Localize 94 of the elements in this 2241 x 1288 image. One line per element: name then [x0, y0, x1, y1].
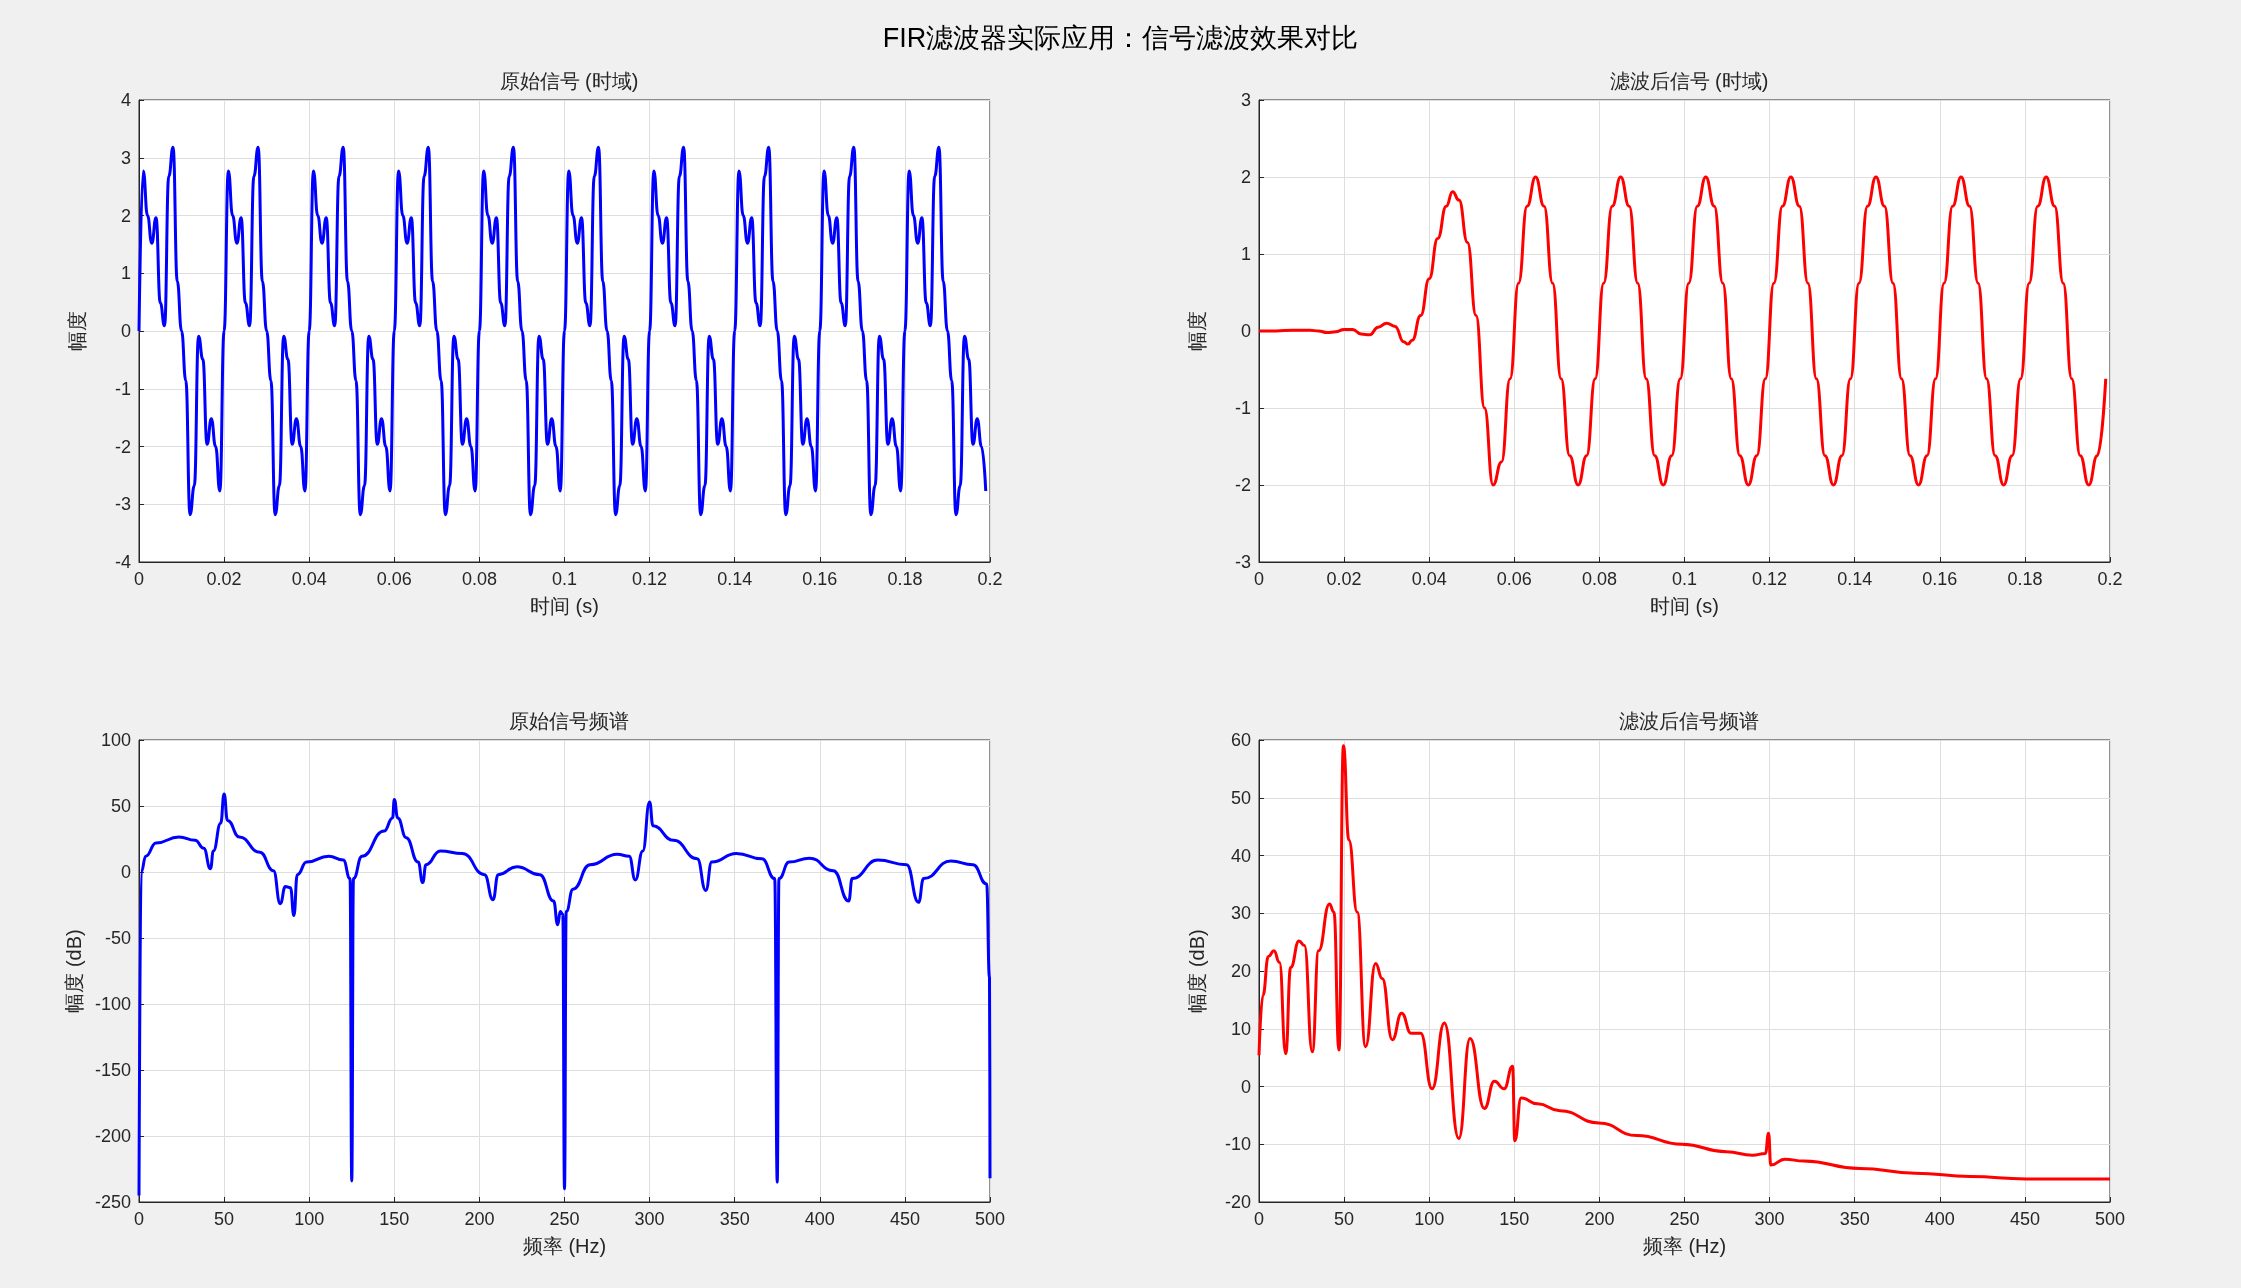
- y-tick-label: 2: [1240, 167, 1251, 187]
- x-tick-label: 200: [1584, 1209, 1615, 1229]
- y-tick-label: 100: [100, 730, 131, 750]
- x-tick-label: 0.06: [1496, 569, 1532, 589]
- line-series: [137, 792, 992, 1197]
- x-tick-label: 0.1: [1671, 569, 1698, 589]
- y-tick-label: -4: [114, 552, 131, 572]
- y-axis-title: 幅度 (dB): [1186, 929, 1208, 1013]
- x-tick-label: 150: [1499, 1209, 1530, 1229]
- x-tick-label: 0.08: [461, 569, 497, 589]
- x-tick-label: 0.02: [1326, 569, 1362, 589]
- y-axis-title: 幅度: [66, 311, 88, 351]
- y-tick-label: 1: [120, 263, 131, 284]
- y-tick-label: -250: [94, 1192, 131, 1212]
- y-tick-label: 0: [120, 862, 131, 882]
- x-axis-title: 时间 (s): [530, 595, 599, 617]
- x-tick-label: 0: [133, 569, 145, 589]
- x-tick-label: 450: [889, 1209, 920, 1229]
- y-tick-label: 4: [120, 90, 131, 110]
- x-tick-label: 300: [1754, 1209, 1785, 1229]
- chart-title: 原始信号 (时域): [499, 70, 639, 92]
- x-tick-label: 0.1: [551, 569, 578, 589]
- x-tick-label: 400: [1924, 1209, 1955, 1229]
- x-axis-title: 时间 (s): [1650, 595, 1719, 617]
- x-tick-label: 50: [1334, 1209, 1355, 1229]
- y-tick-label: 3: [1240, 90, 1251, 110]
- x-tick-label: 300: [634, 1209, 665, 1229]
- y-tick-label: 50: [110, 796, 131, 816]
- y-tick-label: -1: [1234, 398, 1251, 418]
- x-tick-label: 500: [974, 1209, 1006, 1229]
- x-tick-label: 0.14: [717, 569, 753, 589]
- y-tick-label: 60: [1230, 730, 1251, 750]
- y-tick-label: 0: [120, 321, 131, 341]
- y-tick-label: 40: [1230, 845, 1251, 866]
- x-tick-label: 100: [294, 1209, 325, 1229]
- y-tick-label: -1: [114, 378, 131, 399]
- x-tick-label: 250: [549, 1209, 580, 1229]
- y-tick-label: 0: [1240, 1076, 1251, 1097]
- x-tick-label: 0: [1253, 1209, 1265, 1229]
- x-tick-label: 400: [804, 1209, 835, 1229]
- line-series: [1257, 744, 2112, 1181]
- x-tick-label: 0.08: [1581, 569, 1617, 589]
- x-tick-label: 0.18: [2007, 569, 2043, 589]
- x-tick-label: 0.04: [1411, 569, 1447, 589]
- x-tick-label: 0: [1253, 569, 1265, 589]
- x-axis-title: 频率 (Hz): [522, 1235, 607, 1257]
- y-tick-label: 30: [1230, 903, 1251, 924]
- x-tick-label: 0.12: [632, 569, 668, 589]
- y-tick-label: -50: [104, 928, 131, 948]
- y-tick-label: 50: [1230, 787, 1251, 808]
- text: FIR滤波器实际应用：信号滤波效果对比: [881, 22, 1360, 55]
- x-tick-label: 500: [2094, 1209, 2126, 1229]
- y-tick-label: 20: [1230, 961, 1251, 981]
- chart-title: 原始信号频谱: [509, 710, 629, 732]
- y-tick-label: -2: [1234, 475, 1251, 495]
- line-series: [137, 145, 988, 517]
- x-tick-label: 0.18: [887, 569, 923, 589]
- chart-title: 滤波后信号频谱: [1619, 710, 1759, 732]
- x-tick-label: 100: [1414, 1209, 1445, 1229]
- x-tick-label: 0.02: [206, 569, 242, 589]
- line-series: [1257, 175, 2108, 487]
- x-tick-label: 0.12: [1752, 569, 1788, 589]
- x-tick-label: 0.16: [802, 569, 838, 589]
- y-tick-label: 0: [1240, 321, 1251, 341]
- x-tick-label: 250: [1669, 1209, 1700, 1229]
- x-tick-label: 350: [1839, 1209, 1870, 1229]
- y-tick-label: -2: [114, 436, 131, 457]
- x-tick-label: 0.2: [977, 569, 1003, 589]
- y-tick-label: -3: [114, 494, 131, 515]
- y-tick-label: -3: [1234, 552, 1251, 572]
- y-tick-label: -200: [94, 1126, 131, 1146]
- y-tick-label: -20: [1224, 1192, 1251, 1212]
- x-tick-label: 150: [379, 1209, 410, 1229]
- x-tick-label: 0.04: [291, 569, 327, 589]
- x-axis-title: 频率 (Hz): [1642, 1235, 1727, 1257]
- y-axis-title: 幅度 (dB): [63, 929, 86, 1013]
- chart-title: 滤波后信号 (时域): [1609, 70, 1769, 92]
- y-tick-label: 1: [1240, 244, 1251, 264]
- x-tick-label: 0.14: [1837, 569, 1873, 589]
- y-tick-label: -150: [94, 1060, 131, 1080]
- y-tick-label: 10: [1230, 1018, 1251, 1039]
- x-tick-label: 0: [133, 1209, 145, 1229]
- x-tick-label: 450: [2009, 1209, 2040, 1229]
- y-tick-label: -10: [1224, 1134, 1251, 1155]
- y-axis-title: 幅度: [1186, 311, 1208, 351]
- x-tick-label: 0.16: [1922, 569, 1958, 589]
- x-tick-label: 50: [214, 1209, 235, 1229]
- y-tick-label: 2: [120, 205, 131, 226]
- x-tick-label: 200: [464, 1209, 495, 1229]
- x-tick-label: 350: [719, 1209, 750, 1229]
- x-tick-label: 0.2: [2097, 569, 2123, 589]
- y-tick-label: -100: [94, 994, 131, 1014]
- y-tick-label: 3: [120, 147, 131, 168]
- x-tick-label: 0.06: [376, 569, 412, 589]
